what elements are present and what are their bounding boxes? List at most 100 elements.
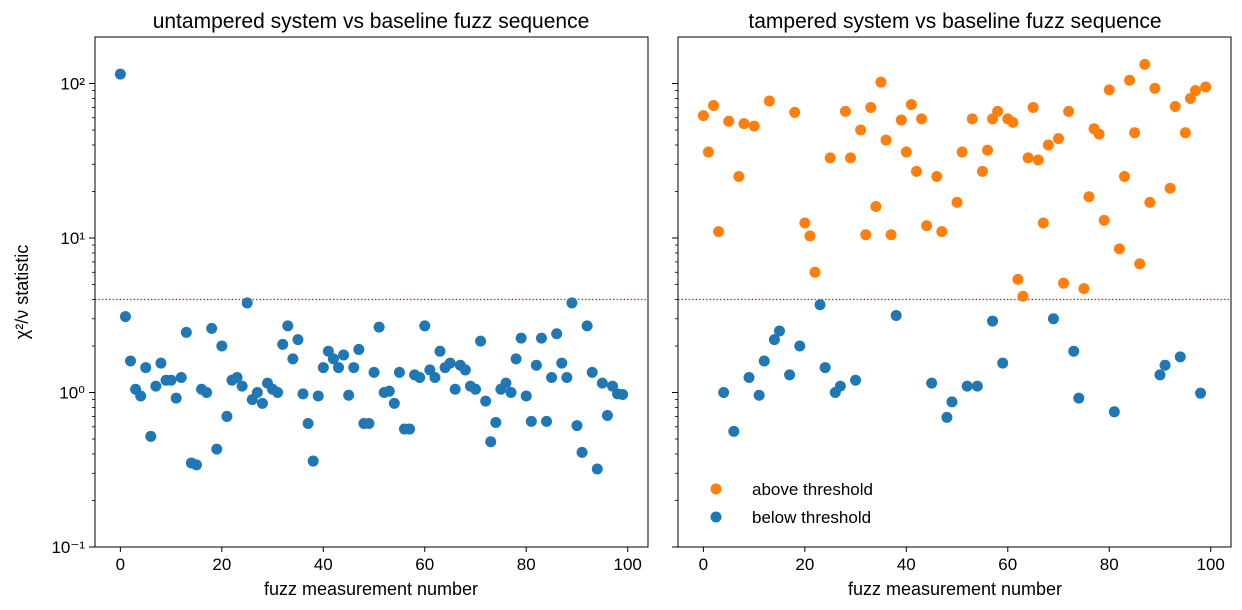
data-point-below — [768, 334, 780, 346]
data-point-below — [758, 355, 770, 367]
x-tick-label: 0 — [116, 555, 125, 574]
data-point-above — [789, 106, 801, 118]
data-point-above — [910, 165, 922, 177]
data-point-below — [470, 383, 482, 395]
data-point-below — [794, 340, 806, 352]
data-point-below — [297, 388, 309, 400]
data-point-below — [1159, 359, 1171, 371]
data-point-below — [231, 372, 243, 384]
data-point-below — [251, 387, 263, 399]
data-point-below — [272, 387, 284, 399]
data-point-below — [561, 372, 573, 384]
data-point-below — [434, 345, 446, 357]
data-point-below — [312, 390, 324, 402]
data-point-below — [211, 443, 223, 455]
data-point-below — [946, 396, 958, 408]
data-point-above — [860, 229, 872, 241]
data-point-below — [576, 446, 588, 458]
x-tick-label: 100 — [614, 555, 642, 574]
data-point-below — [591, 463, 603, 475]
data-point-below — [155, 357, 167, 369]
data-point-below — [125, 355, 137, 367]
x-tick-label: 80 — [1100, 555, 1119, 574]
right-panel-title: tampered system vs baseline fuzz sequenc… — [748, 10, 1161, 33]
data-point-below — [302, 418, 314, 430]
x-tick-label: 20 — [212, 555, 231, 574]
data-point-below — [206, 322, 218, 334]
data-point-below — [459, 364, 471, 376]
legend-above-label: above threshold — [752, 480, 873, 499]
data-point-below — [135, 390, 147, 402]
data-point-below — [165, 374, 177, 386]
x-tick-label: 60 — [998, 555, 1017, 574]
x-tick-label: 40 — [897, 555, 916, 574]
data-point-above — [1022, 152, 1034, 164]
data-point-below — [961, 380, 973, 392]
data-point-above — [951, 196, 963, 208]
data-point-above — [1017, 290, 1029, 302]
data-point-below — [201, 387, 213, 399]
data-point-below — [581, 320, 593, 332]
data-point-below — [256, 397, 268, 409]
data-point-below — [546, 372, 558, 384]
data-point-below — [1195, 387, 1207, 399]
x-tick-label: 100 — [1197, 555, 1225, 574]
data-point-below — [541, 415, 553, 427]
data-point-above — [1144, 196, 1156, 208]
data-point-above — [1042, 139, 1054, 151]
data-point-above — [1063, 105, 1075, 117]
data-point-below — [307, 455, 319, 467]
data-point-below — [373, 321, 385, 333]
data-point-below — [586, 366, 598, 378]
data-point-above — [1098, 214, 1110, 226]
x-tick-label: 40 — [314, 555, 333, 574]
data-point-above — [1129, 127, 1141, 139]
data-point-below — [485, 436, 497, 448]
right-panel: tampered system vs baseline fuzz sequenc… — [672, 10, 1232, 599]
x-tick-label: 20 — [795, 555, 814, 574]
data-point-below — [753, 389, 765, 401]
right-panel-marks — [678, 58, 1231, 437]
data-point-below — [520, 390, 532, 402]
data-point-above — [1124, 74, 1136, 86]
left-panel-ylabel: χ²/ν statistic — [12, 245, 32, 339]
data-point-below — [343, 389, 355, 401]
data-point-below — [500, 377, 512, 389]
x-tick-label: 60 — [415, 555, 434, 574]
data-point-below — [601, 409, 613, 421]
data-point-below — [987, 315, 999, 327]
data-point-above — [1007, 116, 1019, 128]
left-panel: untampered system vs baseline fuzz seque… — [12, 10, 649, 599]
data-point-above — [1032, 154, 1044, 166]
right-panel-xlabel: fuzz measurement number — [848, 579, 1062, 599]
data-point-below — [566, 297, 578, 309]
data-point-below — [368, 366, 380, 378]
data-point-below — [150, 380, 162, 392]
data-point-below — [510, 353, 522, 365]
data-point-above — [1134, 258, 1146, 270]
data-point-above — [1103, 84, 1115, 96]
data-point-below — [383, 385, 395, 397]
y-tick-label: 10¹ — [60, 229, 85, 248]
data-point-below — [490, 416, 502, 428]
data-point-below — [535, 332, 547, 344]
data-point-below — [388, 397, 400, 409]
data-point-above — [875, 76, 887, 88]
data-point-below — [1068, 345, 1080, 357]
data-point-below — [292, 334, 304, 346]
data-point-below — [606, 380, 618, 392]
data-point-below — [505, 387, 517, 399]
data-point-above — [966, 113, 978, 125]
data-point-below — [850, 374, 862, 386]
data-point-above — [1179, 127, 1191, 139]
data-point-above — [976, 165, 988, 177]
data-point-below — [728, 425, 740, 437]
data-point-below — [221, 410, 233, 422]
data-point-above — [931, 171, 943, 183]
data-point-below — [718, 387, 730, 399]
data-point-below — [814, 299, 826, 311]
left-panel-xlabel: fuzz measurement number — [264, 579, 478, 599]
data-point-below — [571, 420, 583, 432]
data-point-below — [145, 430, 157, 442]
